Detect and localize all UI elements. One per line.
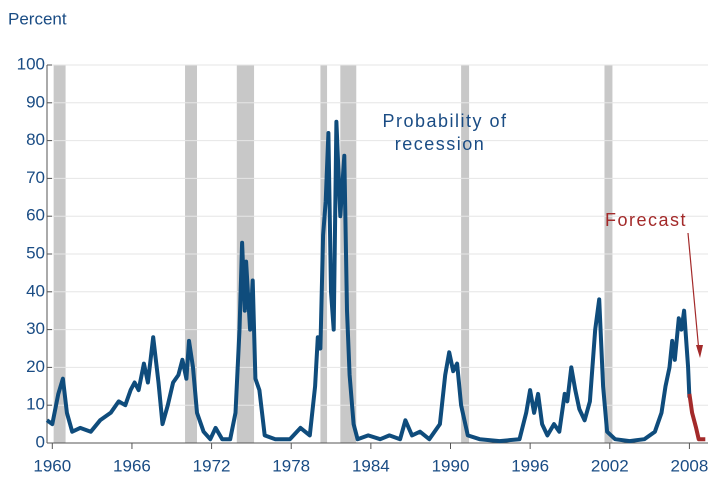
x-tick-label: 1984 [352, 456, 390, 475]
y-tick-label: 10 [26, 395, 45, 414]
data-line [45, 119, 692, 444]
x-tick-label: 1996 [511, 456, 549, 475]
y-tick-label: 20 [26, 357, 45, 376]
x-tick-label: 2002 [591, 456, 629, 475]
y-tick-label: 40 [26, 281, 45, 300]
y-tick-label: 0 [36, 432, 45, 451]
y-tick-label: 90 [26, 92, 45, 111]
y-tick-label: 50 [26, 243, 45, 262]
annotation-arrow [687, 232, 700, 353]
x-tick-label: 1960 [33, 456, 71, 475]
y-tick-label: 60 [26, 206, 45, 225]
y-tick-label: 70 [26, 168, 45, 187]
annotation: recession [395, 134, 486, 154]
x-tick-label: 2008 [671, 456, 709, 475]
annotation: Forecast [605, 210, 687, 230]
y-tick-label: 30 [26, 319, 45, 338]
y-tick-label: 80 [26, 130, 45, 149]
y-tick-label: 100 [17, 54, 45, 73]
data-line [687, 393, 706, 442]
y-axis-label: Percent [8, 9, 67, 28]
annotation: Probability of [382, 111, 507, 131]
arrow-head [696, 345, 703, 358]
x-tick-label: 1966 [113, 456, 151, 475]
x-tick-label: 1978 [272, 456, 310, 475]
x-tick-label: 1972 [193, 456, 231, 475]
x-tick-label: 1990 [432, 456, 470, 475]
